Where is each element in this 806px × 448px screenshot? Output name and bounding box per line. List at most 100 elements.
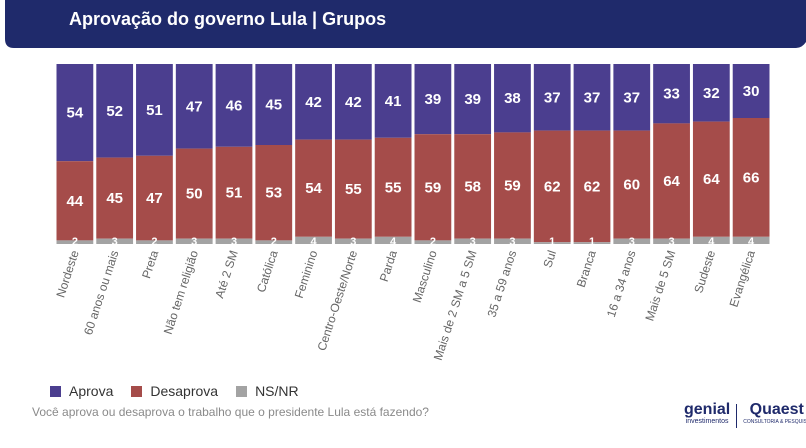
- bar-desaprova-12: [533, 130, 571, 243]
- bar-nsnr-10: [454, 238, 492, 244]
- bar-desaprova-4: [215, 146, 253, 239]
- bar-nsnr-12: [533, 242, 571, 244]
- x-tick-label-8: Parda: [377, 248, 400, 283]
- data-label-aprova-0: 54: [67, 105, 84, 122]
- data-label-nsnr-9: 2: [430, 236, 436, 248]
- bar-desaprova-0: [56, 161, 94, 241]
- x-tick-label-17: Evangélica: [727, 248, 759, 308]
- x-tick-label-9: Masculino: [410, 248, 440, 304]
- x-tick-label-16: Sudeste: [691, 248, 718, 295]
- data-label-desaprova-12: 62: [544, 178, 561, 195]
- bar-nsnr-14: [613, 238, 651, 244]
- data-label-desaprova-14: 60: [623, 177, 640, 194]
- bar-desaprova-9: [414, 134, 452, 241]
- data-label-aprova-10: 39: [464, 91, 481, 108]
- data-label-desaprova-6: 54: [305, 180, 322, 197]
- bar-desaprova-13: [573, 130, 611, 243]
- data-label-aprova-4: 46: [226, 97, 243, 114]
- page-title: Aprovação do governo Lula | Grupos: [69, 9, 387, 29]
- bar-aprova-1: [96, 64, 134, 158]
- data-label-nsnr-7: 3: [350, 236, 356, 248]
- bar-desaprova-3: [175, 148, 213, 239]
- bar-desaprova-2: [136, 155, 173, 241]
- data-label-nsnr-12: 1: [549, 236, 555, 248]
- bar-nsnr-1: [96, 238, 134, 244]
- genial-logo: genial investimentos: [684, 402, 730, 426]
- bar-aprova-5: [255, 64, 293, 145]
- header-shape: [0, 0, 806, 48]
- data-label-desaprova-1: 45: [106, 190, 123, 207]
- data-label-nsnr-11: 3: [509, 236, 515, 248]
- data-label-nsnr-1: 3: [112, 236, 118, 248]
- x-tick-label-12: Sul: [540, 249, 559, 270]
- survey-question: Você aprova ou desaprova o trabalho que …: [32, 405, 429, 419]
- bar-nsnr-8: [374, 236, 412, 244]
- bar-aprova-7: [334, 64, 372, 140]
- header-banner: Aprovação do governo Lula | Grupos: [0, 0, 806, 50]
- data-label-aprova-14: 37: [623, 89, 640, 106]
- x-tick-label-1: 60 anos ou mais: [81, 249, 122, 337]
- legend: Aprova Desaprova NS/NR: [50, 382, 317, 400]
- data-label-aprova-11: 38: [504, 90, 521, 107]
- bar-desaprova-5: [255, 145, 293, 241]
- x-tick-label-3: Não tem religião: [161, 248, 201, 336]
- bar-nsnr-13: [573, 242, 611, 244]
- data-label-aprova-7: 42: [345, 94, 362, 111]
- bar-aprova-6: [295, 64, 332, 140]
- bar-aprova-3: [175, 64, 213, 149]
- data-label-desaprova-16: 64: [703, 171, 720, 188]
- data-label-nsnr-5: 2: [271, 236, 277, 248]
- bar-desaprova-6: [295, 139, 332, 237]
- data-label-nsnr-16: 4: [708, 236, 715, 248]
- bar-nsnr-6: [295, 236, 332, 244]
- data-label-desaprova-5: 53: [265, 185, 282, 202]
- data-label-desaprova-13: 62: [584, 178, 601, 195]
- bar-aprova-4: [215, 64, 253, 147]
- x-tick-label-13: Branca: [574, 248, 599, 289]
- data-label-desaprova-2: 47: [146, 190, 163, 207]
- legend-label-nsnr: NS/NR: [255, 383, 299, 399]
- data-label-aprova-6: 42: [305, 94, 322, 111]
- bar-nsnr-9: [414, 240, 452, 244]
- data-label-aprova-3: 47: [186, 98, 203, 115]
- data-label-aprova-13: 37: [584, 89, 601, 106]
- data-label-desaprova-17: 66: [743, 169, 760, 186]
- bar-aprova-17: [732, 64, 770, 118]
- data-label-desaprova-10: 58: [464, 178, 481, 195]
- x-tick-label-10: Mais de 2 SM a 5 SM: [431, 249, 480, 362]
- data-label-desaprova-4: 51: [226, 185, 243, 202]
- genial-logo-subtext: investimentos: [685, 418, 729, 425]
- bar-aprova-14: [613, 64, 651, 131]
- genial-logo-text: genial: [684, 401, 731, 418]
- bar-nsnr-4: [215, 238, 253, 244]
- data-label-aprova-8: 41: [385, 93, 402, 110]
- stacked-bar-chart: 5444252453514724750346513455324254442553…: [53, 64, 770, 362]
- legend-label-desaprova: Desaprova: [150, 383, 219, 399]
- data-label-nsnr-15: 3: [668, 236, 674, 248]
- data-label-aprova-16: 32: [703, 85, 720, 102]
- data-label-nsnr-4: 3: [231, 236, 237, 248]
- bar-desaprova-10: [454, 134, 492, 239]
- bar-nsnr-11: [494, 238, 531, 244]
- x-tick-label-5: Católica: [254, 248, 281, 294]
- data-label-nsnr-10: 3: [470, 236, 476, 248]
- data-label-aprova-15: 33: [663, 86, 680, 103]
- x-tick-label-11: 35 a 59 anos: [485, 249, 520, 319]
- bar-desaprova-8: [374, 137, 412, 237]
- bar-desaprova-11: [494, 132, 531, 239]
- bar-nsnr-7: [334, 238, 372, 244]
- x-tick-label-7: Centro-Oeste/Norte: [315, 248, 361, 352]
- bar-desaprova-17: [732, 118, 770, 237]
- legend-item-nsnr: NS/NR: [236, 383, 299, 399]
- data-label-nsnr-3: 3: [191, 236, 197, 248]
- bar-desaprova-15: [653, 123, 690, 239]
- x-tick-label-4: Até 2 SM: [212, 249, 241, 300]
- bar-aprova-15: [653, 64, 690, 124]
- bar-aprova-10: [454, 64, 492, 135]
- legend-swatch-aprova: [50, 385, 61, 397]
- bar-aprova-0: [56, 64, 94, 162]
- x-tick-label-15: Mais de 5 SM: [642, 249, 678, 323]
- data-label-nsnr-17: 4: [748, 236, 755, 248]
- bar-nsnr-0: [56, 240, 94, 244]
- bar-desaprova-14: [613, 130, 651, 239]
